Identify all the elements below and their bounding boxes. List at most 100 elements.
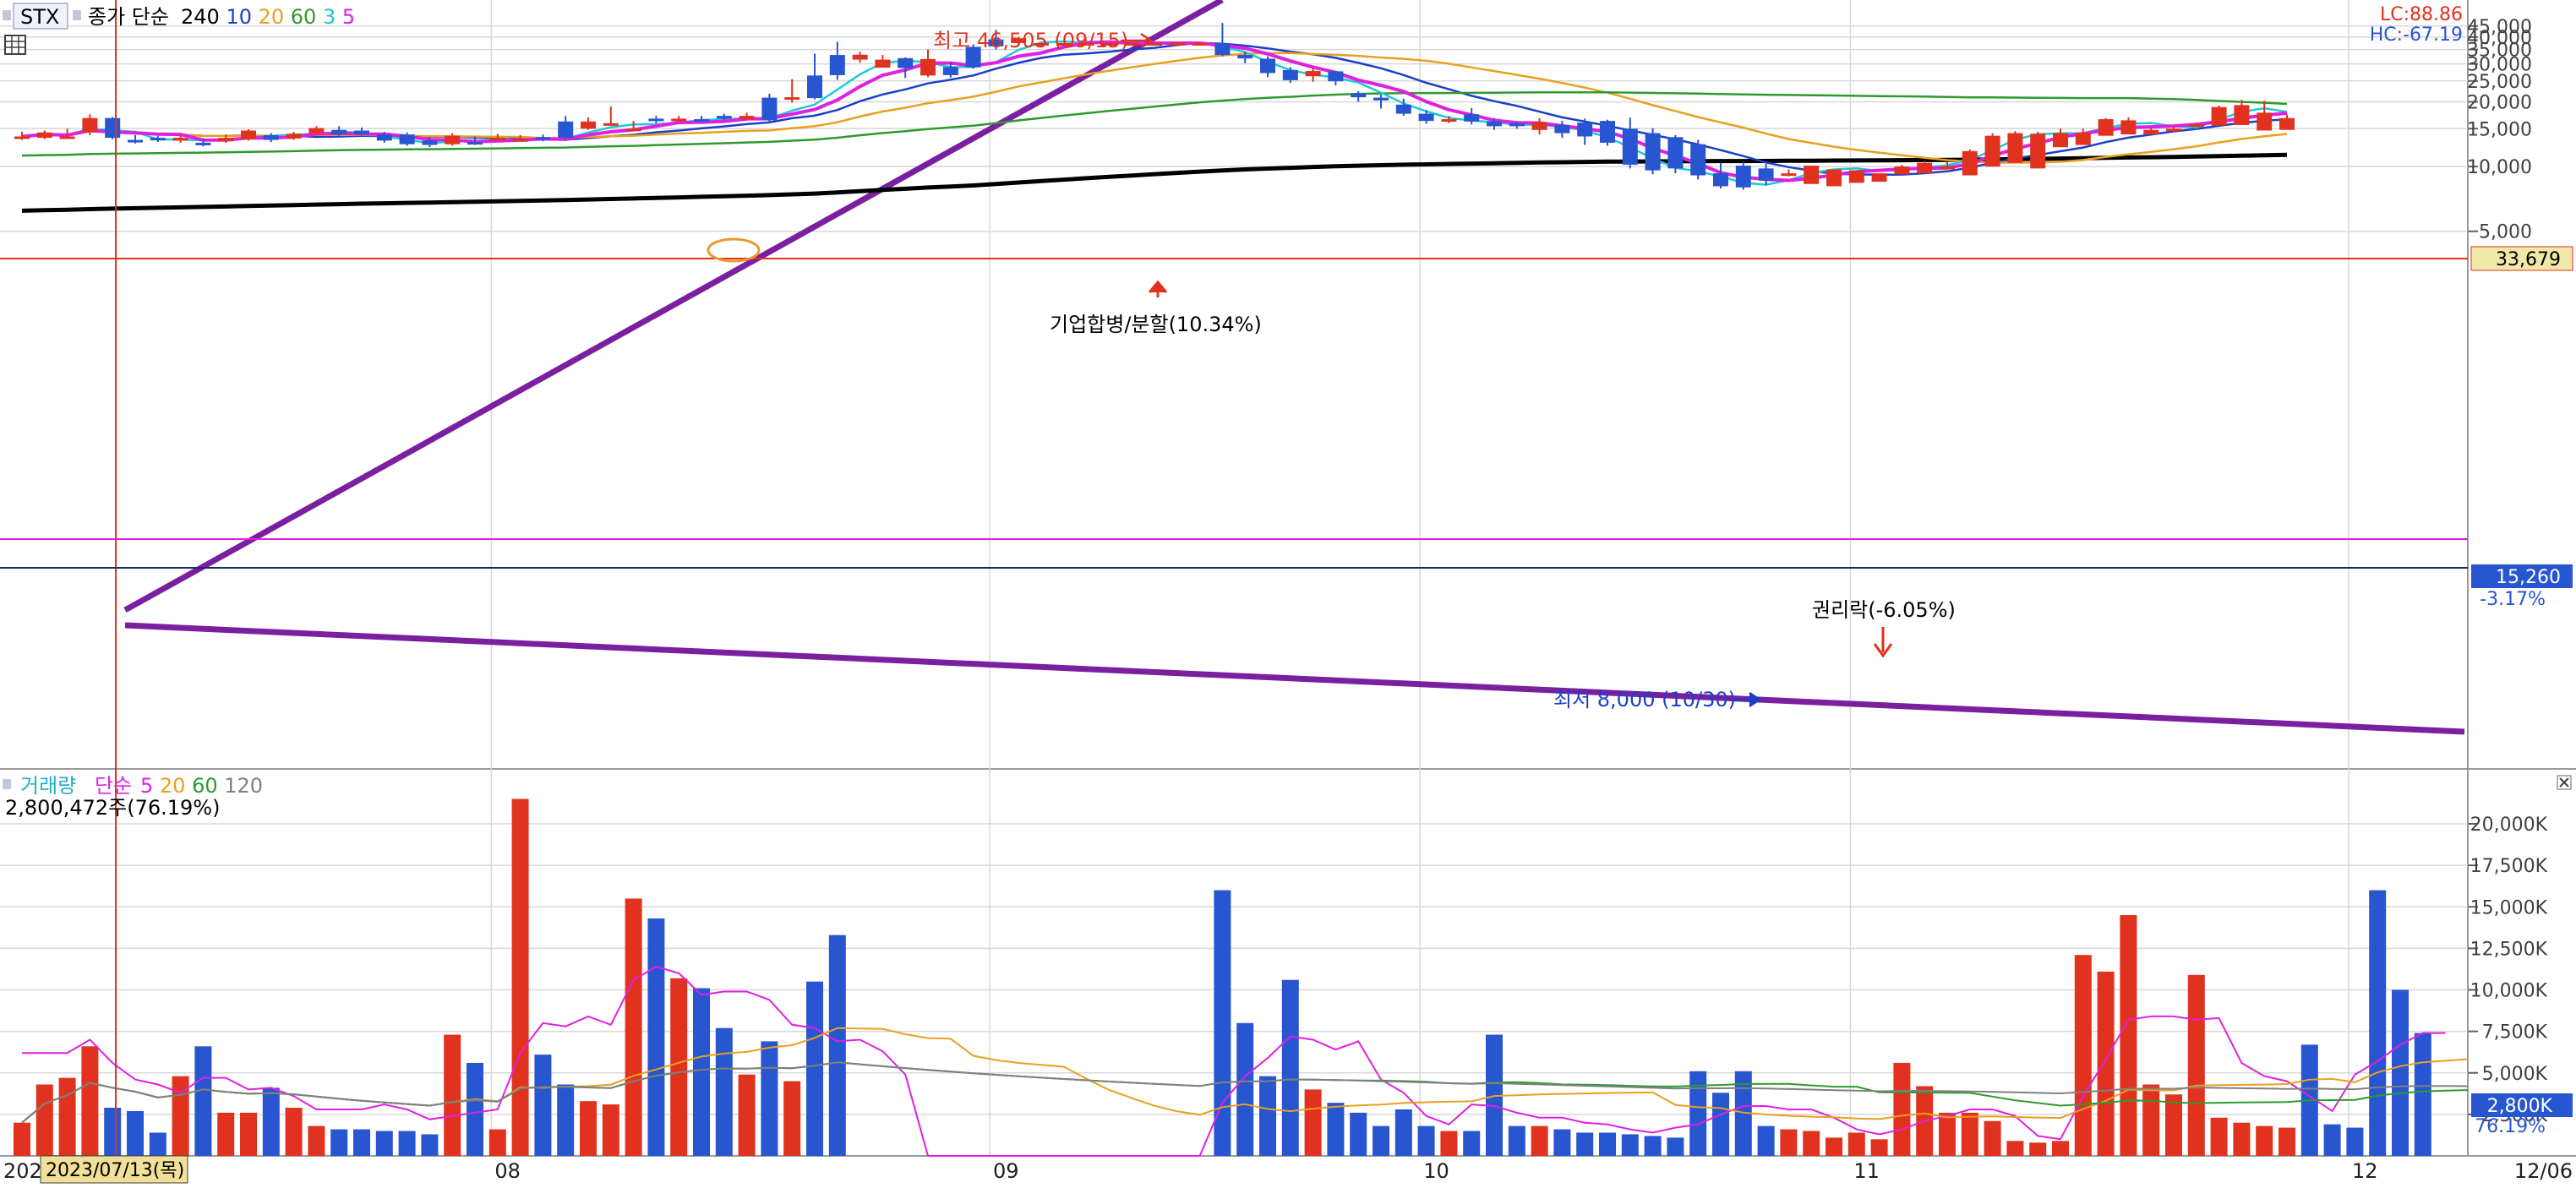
candle-body [241, 130, 256, 139]
volume-bar [1734, 1071, 1752, 1156]
candle-body [36, 132, 52, 139]
volume-label: 거래량 [20, 774, 76, 798]
volume-bar [670, 978, 688, 1156]
candle-body [218, 138, 234, 142]
volume-bar [828, 935, 846, 1156]
volume-ma-5-line [22, 965, 2446, 1157]
candle-body [1917, 162, 1933, 174]
volume-bar [2392, 989, 2409, 1156]
candle-body [1804, 165, 1820, 184]
volume-bar [1803, 1131, 1820, 1156]
volume-bar [1508, 1125, 1525, 1156]
candle-body [716, 116, 732, 119]
grid-toggle-icon-lines [5, 35, 25, 54]
price-tick-label: 15,000 [2467, 119, 2532, 140]
candle-body [1894, 166, 1910, 175]
volume-bar [1236, 1022, 1254, 1156]
candle-body [2166, 128, 2181, 132]
candle-body [942, 67, 958, 75]
volume-bar [715, 1027, 733, 1156]
volume-bar [647, 918, 665, 1156]
volume-bar [2120, 915, 2137, 1156]
volume-bar [2074, 955, 2092, 1156]
candle-body [1169, 42, 1185, 46]
candle-body [603, 123, 619, 126]
uptrend-line [123, 0, 1224, 613]
volume-bar [1893, 1062, 1911, 1156]
legend-period: 3 [316, 5, 336, 29]
volume-bar [308, 1125, 325, 1156]
candle-body [1124, 42, 1140, 46]
legend-settings-icon-2[interactable] [73, 10, 81, 20]
volume-close-icon-x [2559, 777, 2569, 787]
volume-bar [444, 1034, 461, 1156]
time-x-axis: 2023 08 09 10 11 12 12/06 [3, 1159, 2573, 1183]
candle-body [1577, 123, 1593, 137]
volume-bar [1417, 1125, 1435, 1156]
ref-price-label: 33,679 [2496, 249, 2561, 270]
volume-bar [81, 1046, 99, 1156]
candle-body [128, 139, 143, 143]
volume-bar [1826, 1137, 1842, 1156]
volume-bar [1553, 1129, 1571, 1156]
candle-body [1713, 173, 1728, 187]
candle-body [376, 134, 392, 141]
candle-body [875, 59, 891, 68]
volume-bar [1327, 1103, 1345, 1156]
volume-bar [104, 1108, 122, 1156]
volume-settings-icon[interactable] [3, 779, 11, 789]
legend-settings-icon[interactable] [3, 10, 11, 20]
volume-bar [14, 1122, 30, 1156]
volume-bar [2097, 971, 2115, 1156]
candle-body [2279, 117, 2295, 130]
price-tick-label: 10,000 [2467, 157, 2532, 178]
grid-toggle-icon[interactable] [4, 35, 26, 55]
volume-value-text: 2,800,472주(76.19%) [5, 796, 220, 820]
volume-bar [1281, 979, 1299, 1156]
ma-label: 종가 단순 [88, 5, 169, 29]
volume-bar [1440, 1131, 1458, 1156]
volume-bar [1621, 1134, 1639, 1156]
high-annotation: 최고 46,505 (09/15) [933, 29, 1128, 52]
volume-bar [488, 1129, 506, 1156]
candle-body [467, 142, 483, 145]
volume-bar [1576, 1132, 1594, 1156]
legend-period: 20 [153, 774, 185, 798]
time-tick-label: 12 [2352, 1159, 2378, 1183]
volume-tick-label: 15,000K [2470, 897, 2548, 918]
legend-period: 120 [218, 774, 263, 798]
volume-bar [1939, 1112, 1956, 1156]
volume-bar [2233, 1122, 2251, 1156]
candle-body [2188, 124, 2204, 128]
volume-bar [35, 1084, 53, 1156]
ticker-box[interactable] [13, 3, 68, 30]
volume-bar [2052, 1141, 2069, 1156]
time-tick-label: 11 [1853, 1159, 1880, 1183]
candle-body [1418, 113, 1434, 122]
candle-body [399, 134, 415, 144]
volume-bar [149, 1132, 166, 1156]
candle-body [422, 140, 438, 145]
volume-bar [1463, 1131, 1481, 1156]
candle-body [1735, 165, 1751, 188]
volume-bar [1644, 1136, 1662, 1156]
candle-body [1237, 55, 1253, 59]
crosshair-date: 2023/07/13(목) [46, 1160, 184, 1181]
candle-body [1147, 42, 1162, 46]
volume-bar [2279, 1127, 2295, 1156]
candle-body [829, 55, 845, 75]
candle-body [739, 116, 755, 120]
volume-ma-120-line [21, 1061, 2469, 1124]
price-tick-label: 5,000 [2479, 222, 2532, 243]
volume-bar [2006, 1141, 2024, 1156]
candle-body [14, 136, 30, 139]
candle-body [263, 134, 279, 140]
volume-bar [1961, 1112, 1978, 1156]
candle-body [1214, 42, 1231, 56]
price-tick-label: 35,000 [2467, 41, 2532, 62]
merger-event: 기업합병/분할(10.34%) [1050, 313, 1262, 336]
candle-body [1034, 42, 1049, 46]
candle-body [1282, 69, 1298, 80]
volume-ma-periods: 5 20 60 120 [140, 774, 263, 798]
downtrend-line [124, 622, 2465, 735]
